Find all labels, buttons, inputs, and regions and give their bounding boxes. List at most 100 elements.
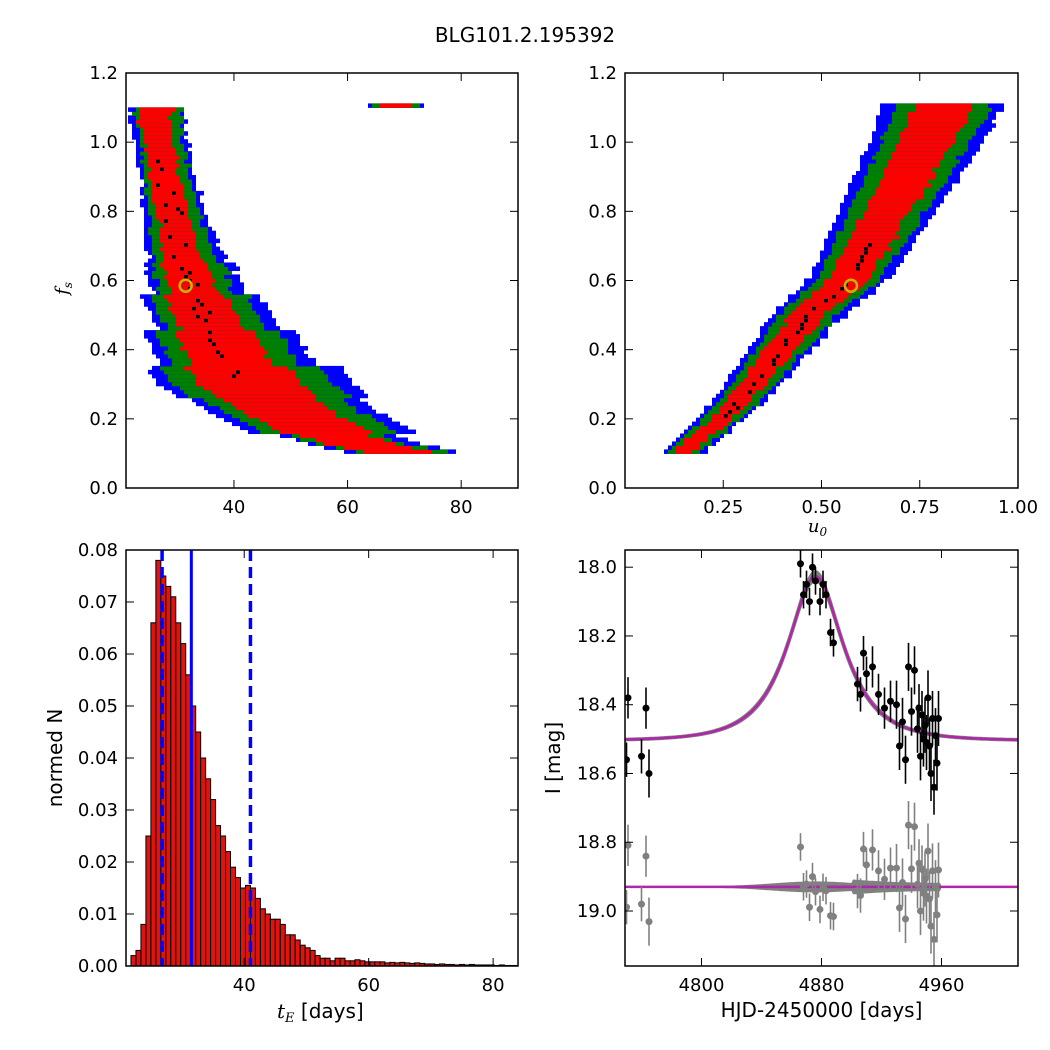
- density-cell-sigma1: [192, 361, 272, 367]
- histogram-bar: [175, 622, 182, 966]
- density-cell-sigma1: [700, 425, 724, 431]
- density-cell-sigma1: [784, 318, 820, 323]
- density-cell-sigma1: [172, 310, 236, 315]
- density-cell-sigma1: [144, 139, 172, 144]
- chain-point: [784, 338, 788, 343]
- histogram-bar: [344, 960, 351, 966]
- chain-point: [192, 306, 196, 311]
- density-cell-sigma1: [684, 437, 708, 442]
- density-cell-sigma1: [884, 171, 936, 176]
- density-cell-sigma1: [888, 163, 940, 168]
- density-cell-sigma1: [184, 342, 260, 347]
- data-point: [902, 756, 909, 764]
- data-point: [935, 714, 942, 722]
- chain-point: [232, 373, 236, 378]
- data-point: [800, 591, 807, 599]
- chain-point: [784, 342, 788, 347]
- density-cell-sigma1: [144, 131, 172, 136]
- x-tick-label: 4880: [799, 975, 845, 996]
- density-cell-sigma1: [164, 266, 208, 271]
- histogram-bar: [294, 939, 301, 966]
- histogram-bar: [259, 908, 266, 966]
- data-point: [863, 670, 870, 678]
- panel-lightcurve: 4800 4880 4960 18.0 18.2 18.4 18.6 18.8 19.0 HJD-…: [541, 549, 1019, 1022]
- y-tick-label: 0.0: [588, 478, 617, 499]
- histogram-bar: [200, 757, 207, 966]
- density-cell-sigma1: [812, 290, 852, 295]
- density-cell-sigma1: [872, 194, 924, 200]
- density-cell-sigma1: [856, 226, 900, 232]
- chain-point: [196, 298, 200, 303]
- axes-frame: [624, 549, 1019, 967]
- histogram-bar: [135, 949, 142, 966]
- residual-point: [645, 918, 653, 926]
- x-tick-label: 60: [336, 497, 359, 518]
- y-tick-label: 0.6: [89, 271, 118, 292]
- histogram-bar: [225, 851, 232, 966]
- histogram-bar: [220, 835, 227, 966]
- residual-point: [816, 905, 824, 913]
- y-tick-label: 1.0: [588, 132, 617, 153]
- residual-point: [803, 880, 810, 888]
- chain-point: [208, 338, 212, 343]
- panel-fs-vs-u0: 0.25 0.50 0.75 1.00 0.0 0.2 0.4 0.6 0.8 1.0 1.2 u0: [588, 63, 1038, 539]
- chain-point: [856, 266, 860, 271]
- data-point: [822, 591, 830, 599]
- density-cell-sigma1: [884, 174, 936, 180]
- chain-point: [736, 405, 740, 410]
- histogram: [130, 550, 518, 966]
- density-cell-sigma1: [148, 174, 180, 180]
- data-point: [899, 718, 906, 726]
- density-cell-sigma1: [696, 429, 716, 435]
- histogram-bar: [155, 559, 162, 966]
- chain-point: [168, 234, 172, 239]
- density-cell-sigma1: [164, 242, 196, 248]
- density-cell-sigma1: [148, 171, 176, 176]
- density-map: [128, 103, 456, 454]
- x-tick-label: 4800: [679, 975, 725, 996]
- residual-point: [915, 859, 923, 867]
- chain-point: [804, 314, 808, 319]
- density-cell-sigma1: [156, 202, 188, 208]
- chain-point: [776, 353, 780, 358]
- histogram-bar: [180, 643, 187, 966]
- density-cell-sigma1: [176, 334, 256, 339]
- density-cell-sigma1: [212, 389, 312, 395]
- data-point: [803, 580, 810, 588]
- y-tick-label: 0.2: [588, 409, 617, 430]
- density-cell-sigma1: [744, 377, 768, 383]
- chain-point: [180, 266, 184, 271]
- density-cell-sigma1: [160, 226, 192, 232]
- density-cell-sigma1: [144, 135, 172, 140]
- density-cell-sigma1: [880, 182, 932, 188]
- density-cell-sigma1: [732, 389, 756, 395]
- density-cell-sigma1: [148, 155, 180, 160]
- chain-point: [840, 286, 844, 291]
- density-cell-sigma1: [164, 254, 200, 260]
- y-tick-label: 19.0: [577, 901, 617, 922]
- chain-point: [812, 306, 816, 311]
- chain-point: [832, 294, 836, 299]
- density-cell-sigma1: [236, 405, 328, 411]
- density-cell-sigma1: [848, 238, 892, 244]
- density-cell-sigma1: [164, 258, 204, 264]
- density-cell-sigma1: [196, 373, 296, 379]
- density-cell-sigma1: [676, 449, 692, 454]
- density-cell-sigma1: [776, 334, 804, 339]
- density-cell-sigma1: [900, 139, 956, 144]
- density-cell-sigma1: [280, 429, 372, 435]
- chain-point: [216, 349, 220, 354]
- density-cell-sigma1: [892, 155, 944, 160]
- density-cell-sigma1: [156, 210, 188, 216]
- density-cell-sigma1: [896, 143, 952, 148]
- x-tick-label: 80: [482, 975, 505, 996]
- density-cell-sigma1: [168, 306, 232, 311]
- chain-point: [856, 262, 860, 267]
- density-cell-sigma1: [900, 135, 956, 140]
- data-point: [927, 769, 935, 777]
- density-cell-sigma1: [232, 401, 324, 407]
- chain-point: [180, 210, 184, 215]
- panel-fs-vs-tE: 40 60 80 0.0 0.2 0.4 0.6 0.8 1.0 1.2 fs: [52, 63, 519, 518]
- residual-point: [642, 852, 650, 860]
- y-tick-label: 0.4: [89, 340, 118, 361]
